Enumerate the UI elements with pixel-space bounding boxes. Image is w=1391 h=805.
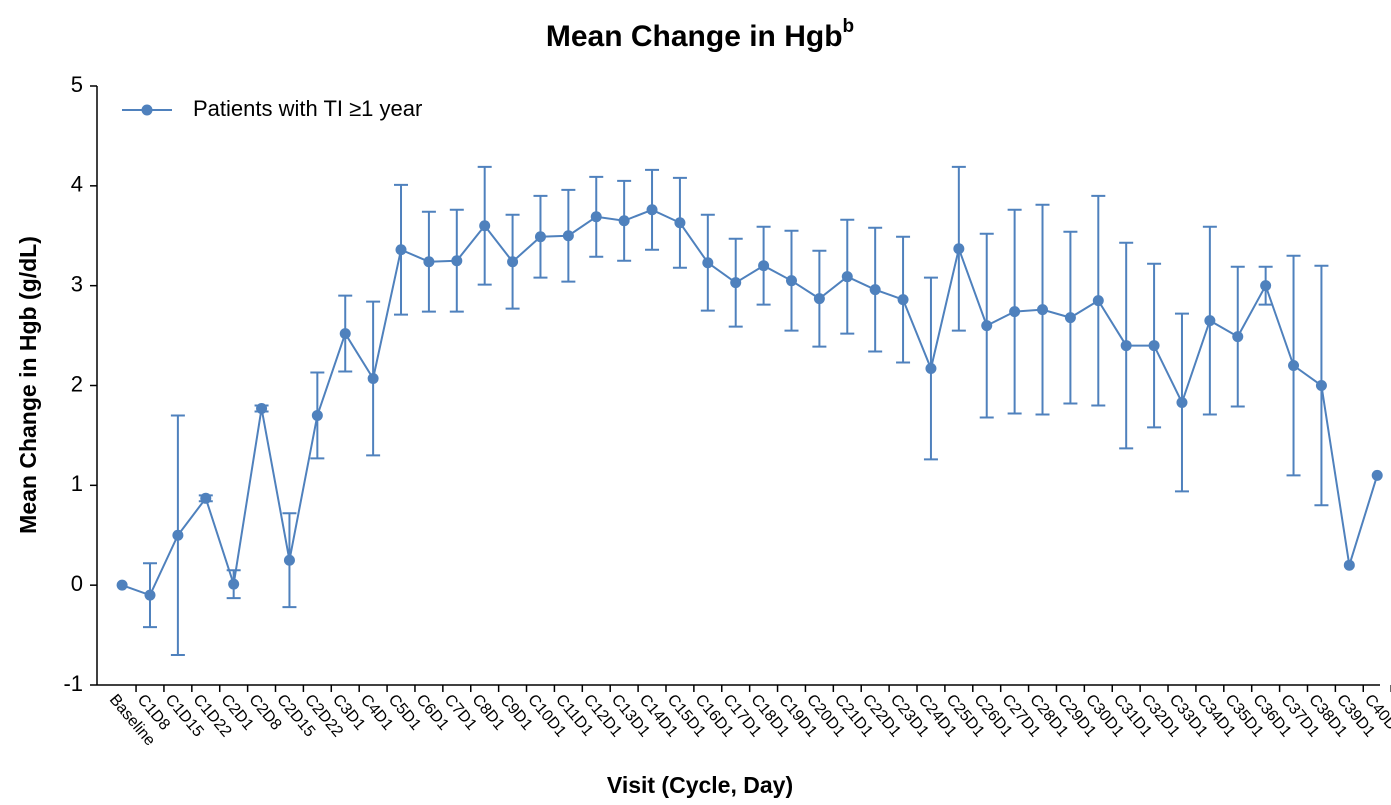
data-point bbox=[144, 589, 156, 601]
data-point bbox=[981, 320, 993, 332]
data-point bbox=[785, 275, 797, 287]
data-point bbox=[1232, 331, 1244, 343]
data-point bbox=[758, 260, 770, 272]
data-point bbox=[1288, 360, 1300, 372]
title-superscript: b bbox=[843, 16, 855, 37]
data-point bbox=[646, 204, 658, 216]
data-point bbox=[813, 293, 825, 305]
y-tick-label: 1 bbox=[71, 471, 83, 496]
data-point bbox=[1260, 280, 1272, 292]
data-point bbox=[702, 257, 714, 269]
data-point bbox=[1037, 304, 1049, 316]
data-point bbox=[507, 256, 519, 268]
y-axis-label: Mean Change in Hgb (g/dL) bbox=[15, 236, 41, 534]
series-line bbox=[121, 208, 1379, 597]
data-point bbox=[1176, 396, 1188, 408]
y-tick-label: 3 bbox=[71, 271, 83, 296]
data-point bbox=[1371, 469, 1383, 481]
y-tick-label: 5 bbox=[71, 72, 83, 97]
y-tick-label: 0 bbox=[71, 571, 83, 596]
data-point bbox=[339, 328, 351, 340]
data-point bbox=[395, 244, 407, 256]
data-point bbox=[172, 529, 184, 541]
data-point bbox=[1343, 559, 1355, 571]
data-point bbox=[1092, 295, 1104, 307]
y-tick-label: 2 bbox=[71, 371, 83, 396]
data-point bbox=[869, 284, 881, 296]
data-point bbox=[1148, 340, 1160, 352]
data-point bbox=[562, 230, 574, 242]
data-point bbox=[1009, 306, 1021, 318]
data-point bbox=[367, 373, 379, 385]
data-point bbox=[534, 231, 546, 243]
data-point bbox=[423, 256, 435, 268]
data-point bbox=[897, 294, 909, 306]
data-point bbox=[1120, 340, 1132, 352]
title-text: Mean Change in Hgb bbox=[546, 20, 843, 53]
legend-marker bbox=[141, 104, 153, 116]
data-point bbox=[1315, 380, 1327, 391]
chart-title: Mean Change in Hgbb bbox=[546, 16, 854, 53]
data-point bbox=[730, 277, 742, 289]
data-point bbox=[479, 220, 491, 232]
x-axis-label: Visit (Cycle, Day) bbox=[607, 772, 793, 798]
y-tick-label: -1 bbox=[63, 671, 83, 696]
y-tick-label: 4 bbox=[71, 172, 83, 197]
data-point bbox=[674, 217, 686, 229]
data-point bbox=[283, 554, 295, 566]
data-point bbox=[925, 363, 937, 375]
data-point bbox=[228, 578, 240, 590]
data-point bbox=[200, 492, 212, 504]
data-point bbox=[1064, 312, 1076, 324]
data-point bbox=[311, 409, 323, 421]
data-point bbox=[451, 255, 463, 267]
data-point bbox=[1204, 315, 1216, 327]
data-point bbox=[841, 271, 853, 283]
data-point bbox=[953, 243, 965, 255]
data-point bbox=[116, 579, 128, 591]
legend-label: Patients with TI ≥1 year bbox=[193, 96, 422, 121]
data-point bbox=[618, 215, 630, 227]
data-point bbox=[256, 402, 268, 414]
data-point bbox=[590, 211, 602, 223]
